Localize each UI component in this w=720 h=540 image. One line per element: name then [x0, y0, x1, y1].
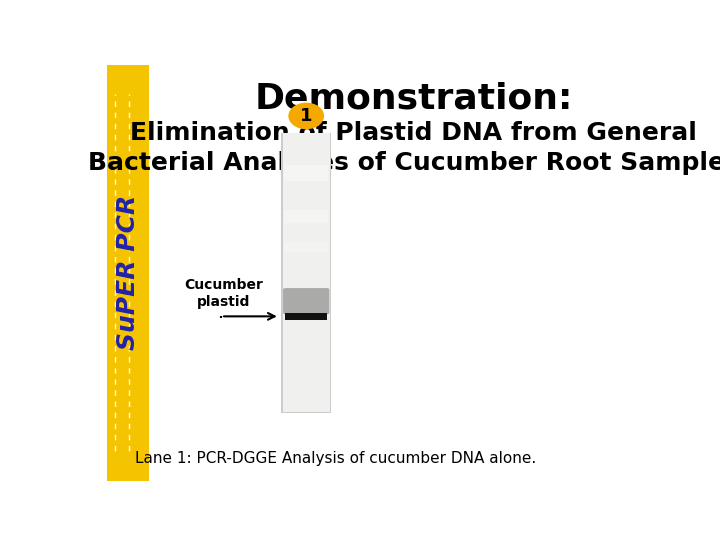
Bar [284, 211, 328, 223]
Bar [285, 313, 327, 320]
Bar [282, 133, 330, 412]
Text: Elimination of Plastid DNA from General
Bacterial Analyses of Cucumber Root Samp: Elimination of Plastid DNA from General … [88, 121, 720, 174]
Text: 1: 1 [300, 107, 312, 125]
Text: SuPER PCR: SuPER PCR [116, 195, 140, 350]
Bar [284, 165, 328, 181]
Bar [107, 65, 148, 481]
FancyBboxPatch shape [283, 288, 329, 314]
Text: Lane 1: PCR-DGGE Analysis of cucumber DNA alone.: Lane 1: PCR-DGGE Analysis of cucumber DN… [135, 451, 536, 466]
Text: Cucumber
plastid: Cucumber plastid [184, 279, 264, 308]
Bar [284, 241, 328, 252]
Bar [282, 133, 331, 413]
Circle shape [289, 103, 324, 129]
Text: Demonstration:: Demonstration: [254, 82, 573, 116]
